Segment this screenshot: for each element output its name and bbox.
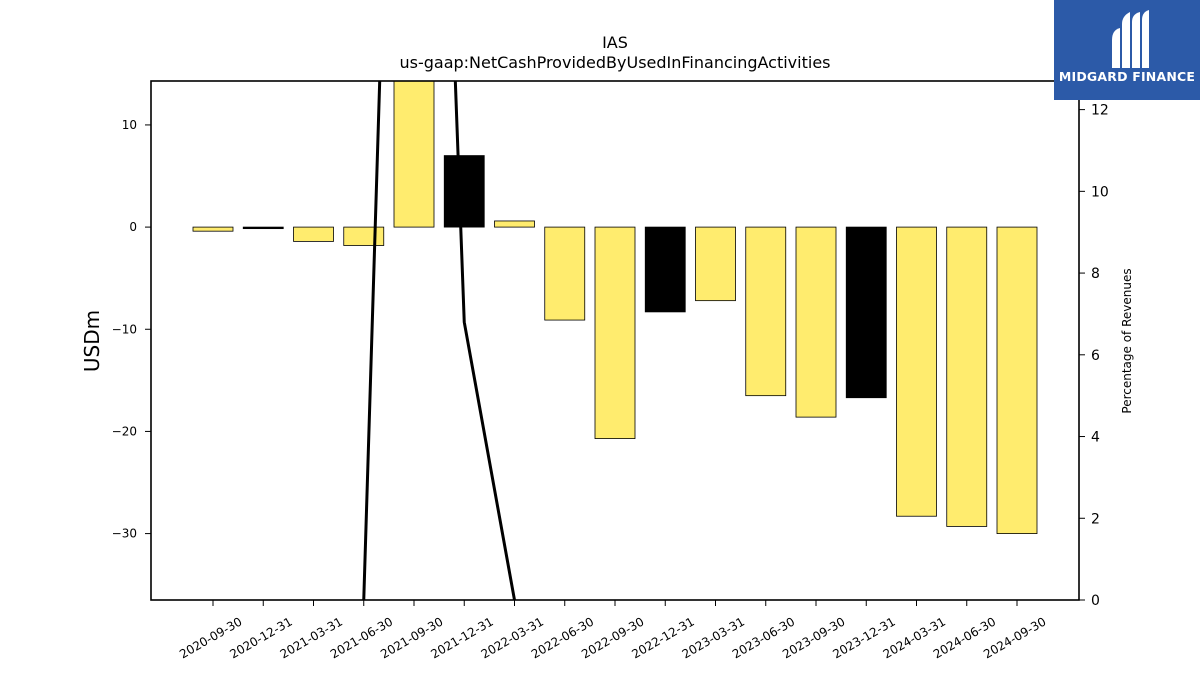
y2-axis-label: Percentage of Revenues bbox=[1120, 268, 1134, 413]
bar-2021-06-30 bbox=[343, 226, 385, 246]
y-tick-label: 0 bbox=[129, 220, 137, 234]
chart-subtitle: us-gaap:NetCashProvidedByUsedInFinancing… bbox=[399, 53, 830, 72]
bar-2024-09-30 bbox=[996, 226, 1038, 534]
bar-2024-03-31 bbox=[896, 226, 937, 517]
y2-tick-label: 6 bbox=[1091, 348, 1100, 364]
bar-2022-03-31 bbox=[494, 220, 535, 228]
y2-tick-label: 8 bbox=[1091, 266, 1100, 282]
y2-tick-label: 12 bbox=[1091, 103, 1109, 119]
y2-tick-label: 4 bbox=[1091, 430, 1100, 446]
bar-2022-09-30 bbox=[594, 226, 636, 439]
bar-2023-09-30 bbox=[795, 226, 837, 418]
bar-2023-06-30 bbox=[745, 226, 787, 397]
bar-2022-12-31 bbox=[644, 226, 686, 313]
bar-2021-12-31 bbox=[443, 155, 485, 228]
bar-2021-03-31 bbox=[293, 226, 334, 242]
bar-2024-06-30 bbox=[946, 226, 988, 527]
midgard-logo-icon bbox=[1112, 10, 1149, 68]
y2-tick-label: 0 bbox=[1091, 593, 1100, 609]
y-tick-label: −10 bbox=[112, 322, 137, 336]
chart-title: IAS bbox=[602, 33, 628, 52]
y2-tick-label: 10 bbox=[1091, 184, 1109, 200]
y2-axis: 0 2 4 6 8 10 12 bbox=[1079, 103, 1109, 609]
y-tick-label: 10 bbox=[122, 118, 137, 132]
y2-tick-label: 2 bbox=[1091, 511, 1100, 527]
x-axis: 2020-09-302020-12-312021-03-312021-06-30… bbox=[177, 600, 1049, 661]
line-group bbox=[362, 81, 516, 600]
bar-2021-09-30 bbox=[393, 81, 435, 228]
y-axis: 10 0 −10 −20 −30 bbox=[112, 118, 151, 541]
logo-text: MIDGARD FINANCE bbox=[1058, 69, 1196, 84]
y-tick-label: −30 bbox=[112, 527, 137, 541]
bars-group bbox=[192, 81, 1038, 534]
bar-2023-12-31 bbox=[845, 226, 887, 399]
brand-logo: MIDGARD FINANCE bbox=[1054, 0, 1200, 100]
y-axis-label: USDm bbox=[80, 310, 104, 372]
bar-2020-09-30 bbox=[192, 226, 234, 232]
y-tick-label: −20 bbox=[112, 424, 137, 438]
bar-2023-03-31 bbox=[695, 226, 736, 302]
bar-2020-12-31 bbox=[242, 226, 284, 230]
bar-2022-06-30 bbox=[544, 226, 586, 321]
revenue-percentage-line bbox=[362, 81, 516, 600]
